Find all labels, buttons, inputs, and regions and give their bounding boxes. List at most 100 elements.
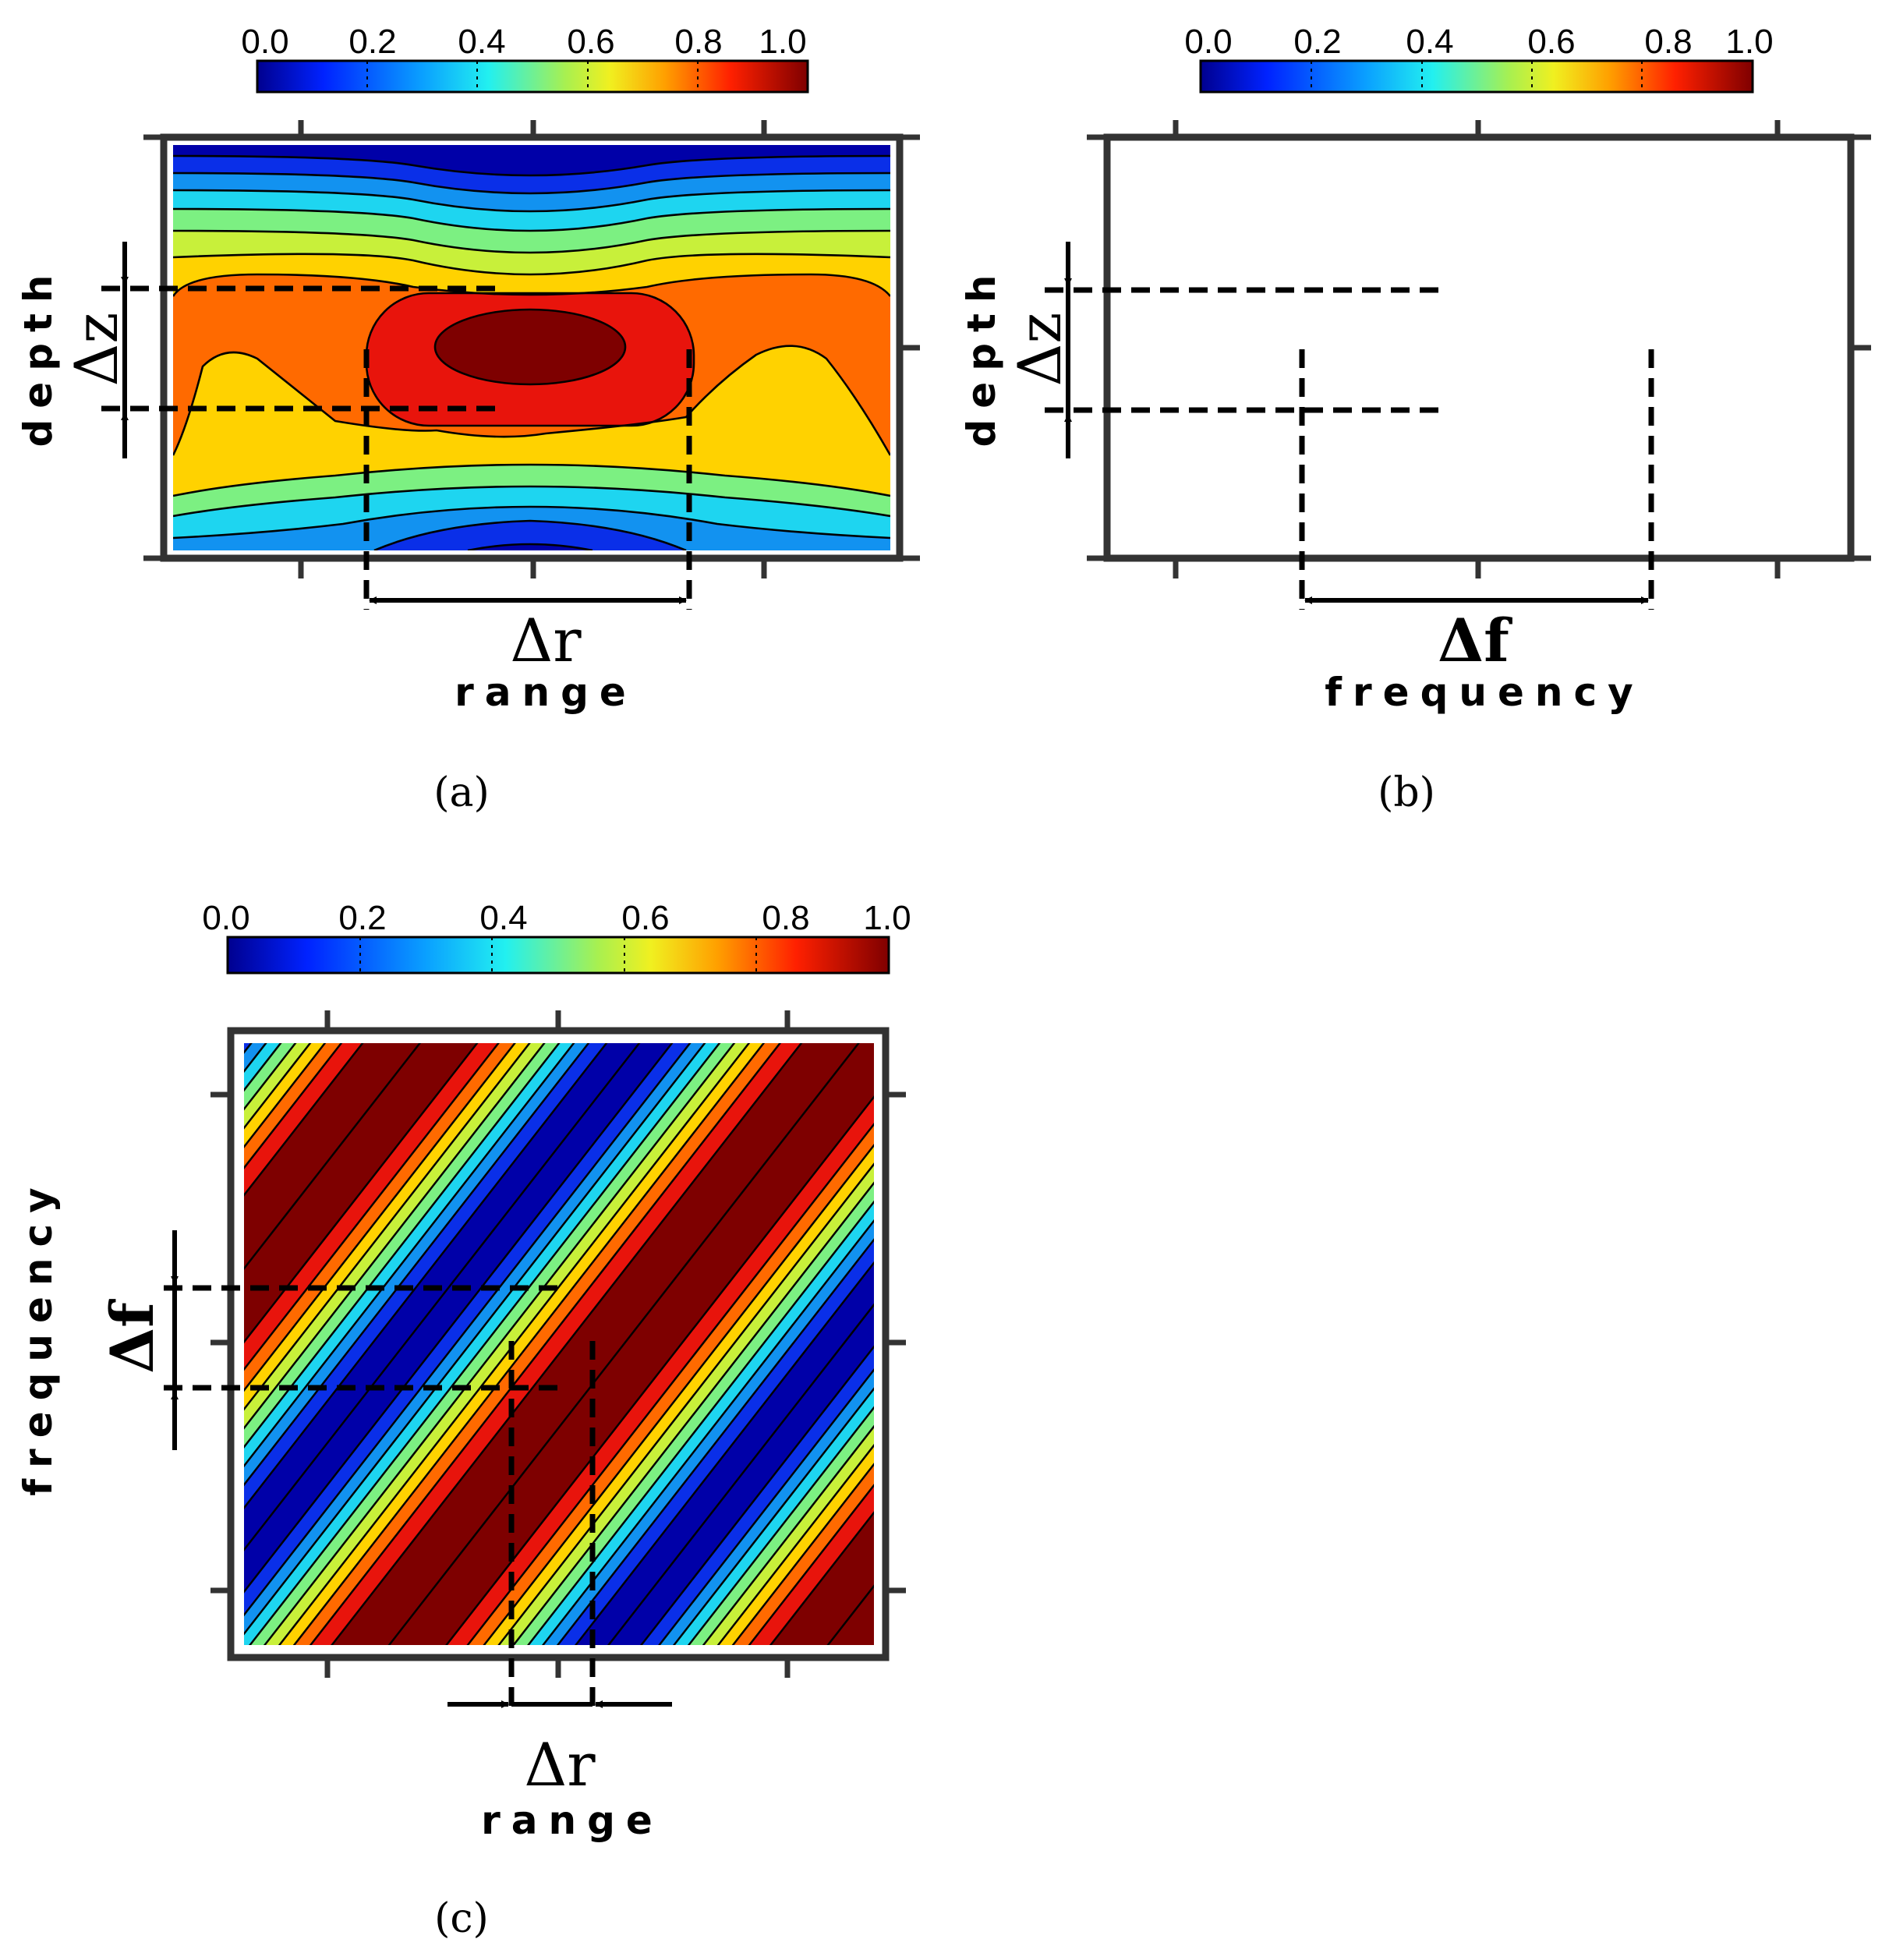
contour-b-band-0b	[1419, 544, 1544, 550]
contour-b-band-3	[1116, 190, 1841, 231]
colorbar-b: 0.0 0.2 0.4 0.6 0.8 1.0	[1184, 23, 1774, 94]
delta-r-c: Δr	[524, 1730, 596, 1799]
x-axis-title-a: range	[455, 670, 637, 715]
x-axis-title-b: frequency	[1325, 670, 1643, 715]
contour-a-band-1b	[374, 521, 686, 550]
stripe-band	[702, 1424, 874, 1645]
y-axis-title-c: frequency	[16, 1176, 61, 1495]
colorbar-c-tick-1: 0.2	[338, 899, 386, 937]
axis-ticks-a	[143, 120, 920, 578]
stripe-band	[249, 1043, 736, 1645]
stripe-band	[673, 1387, 874, 1645]
colorbar-a-tick-0: 0.0	[241, 23, 288, 61]
colorbar-b-tick-0: 0.0	[1184, 23, 1232, 61]
contour-b-band-3b	[1116, 486, 1841, 550]
contour-field-c	[0, 1004, 1672, 1684]
contour-a-band-1	[173, 156, 890, 193]
stripe-band	[309, 1043, 803, 1645]
stripe-band	[1017, 1004, 1580, 1684]
stripe-band	[0, 1004, 12, 1684]
contour-a-band-4b	[173, 465, 890, 516]
colorbar-a-tick-2: 0.4	[458, 23, 505, 61]
stripe-band	[512, 1181, 874, 1645]
contour-b-high	[1310, 293, 1650, 426]
contour-field-b	[1116, 145, 1841, 550]
stripe-band	[264, 1043, 751, 1645]
panel-a: 0.0 0.2 0.4 0.6 0.8 1.0	[16, 23, 920, 816]
stripe-band	[893, 1004, 1438, 1684]
delta-f-b: Δf	[1438, 606, 1512, 675]
stripe-band	[769, 1511, 874, 1645]
delta-z-b: Δz	[1005, 313, 1074, 387]
contour-b-band-7	[1116, 274, 1841, 455]
stripe-band	[1068, 1004, 1613, 1684]
y-axis-title-a: depth	[16, 264, 61, 448]
colorbar-b-tick-2: 0.4	[1406, 23, 1453, 61]
colorbar-b-tick-3: 0.6	[1527, 23, 1575, 61]
panel-c: 0.0 0.2 0.4 0.6 0.8 1.0	[0, 899, 1672, 1942]
stripe-band	[855, 1004, 1407, 1684]
x-axis-title-c: range	[481, 1798, 663, 1843]
stripe-band	[575, 1261, 874, 1645]
contour-a-lines	[173, 154, 890, 550]
stripe-band	[748, 1484, 874, 1645]
contour-b-base	[1116, 145, 1841, 550]
colorbar-c-tick-2: 0.4	[479, 899, 527, 937]
contour-c-stripes	[0, 1004, 1672, 1684]
colorbar-a: 0.0 0.2 0.4 0.6 0.8 1.0	[241, 23, 809, 94]
colorbar-b-ticks	[1311, 61, 1643, 92]
colorbar-c-tick-0: 0.0	[202, 899, 249, 937]
annotation-c	[164, 1230, 672, 1708]
contour-b-band-4b	[1116, 465, 1841, 516]
annotation-a	[101, 242, 692, 610]
colorbar-b-tick-1: 0.2	[1293, 23, 1341, 61]
stripe-band	[640, 1345, 874, 1645]
colorbar-c-ticks	[359, 937, 757, 973]
contour-b-band-2	[1116, 173, 1841, 211]
colorbar-a-ticks	[366, 61, 699, 92]
stripe-band	[826, 1584, 874, 1645]
stripe-band	[907, 1004, 1452, 1684]
contour-a-band-0	[173, 145, 890, 175]
panel-b: 0.0 0.2 0.4 0.6 0.8 1.0	[959, 23, 1871, 816]
stripe-band	[292, 1043, 782, 1645]
stripe-band	[876, 1004, 1423, 1684]
colorbar-a-bar	[256, 59, 809, 94]
colorbar-c-bar	[226, 936, 890, 975]
delta-z-a: Δz	[62, 313, 131, 387]
caption-b: (b)	[1378, 769, 1435, 816]
contour-b-peak	[1381, 310, 1578, 384]
contour-b-band-4	[1116, 209, 1841, 253]
stripe-band	[278, 1043, 766, 1645]
contour-a-peak	[435, 310, 625, 384]
caption-a: (a)	[433, 769, 490, 816]
stripe-band	[466, 1123, 874, 1645]
stripe-band	[966, 1004, 1514, 1684]
contour-a-band-2	[173, 173, 890, 211]
stripe-band	[497, 1162, 874, 1645]
colorbar-a-tick-5: 1.0	[759, 23, 806, 61]
colorbar-c-tick-3: 0.6	[621, 899, 669, 937]
stripe-band	[1097, 1004, 1642, 1684]
colorbar-a-tick-1: 0.2	[348, 23, 396, 61]
delta-r-a: Δr	[510, 606, 582, 675]
contour-b-band-1b	[1322, 521, 1637, 550]
stripe-band	[984, 1004, 1547, 1684]
colorbar-b-tick-4: 0.8	[1644, 23, 1692, 61]
stripe-band	[658, 1368, 874, 1645]
annotation-b	[1045, 242, 1654, 610]
stripe-band	[716, 1444, 874, 1645]
contour-a-band-3	[173, 190, 890, 231]
stripe-band	[331, 1043, 860, 1645]
stripe-band	[1127, 1004, 1672, 1684]
axis-ticks-c	[210, 1010, 906, 1678]
colorbar-c-tick-4: 0.8	[762, 899, 809, 937]
contour-b-band-2b	[1116, 507, 1841, 550]
stripe-band	[1082, 1004, 1627, 1684]
caption-c: (c)	[434, 1895, 489, 1942]
stripe-band	[937, 1004, 1482, 1684]
colorbar-b-tick-5: 1.0	[1725, 23, 1773, 61]
stripe-band	[922, 1004, 1467, 1684]
delta-f-c: Δf	[97, 1299, 167, 1374]
